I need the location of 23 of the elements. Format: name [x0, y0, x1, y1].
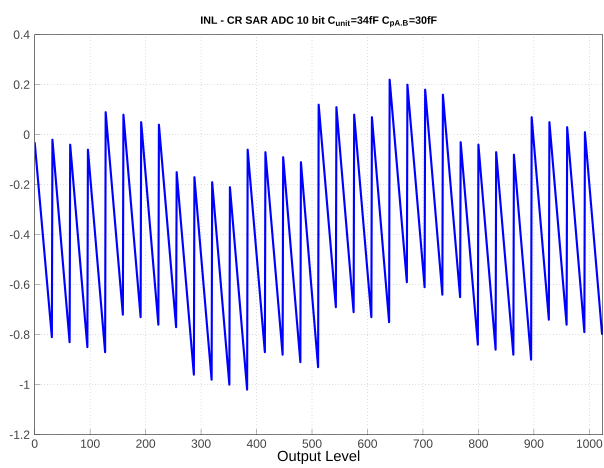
- x-tick-label: 500: [302, 439, 322, 448]
- x-tick-label: 0: [32, 439, 38, 448]
- y-tick-label: -1.2: [10, 430, 30, 439]
- x-tick-label: 600: [358, 439, 378, 448]
- y-tick-label: -0.4: [10, 230, 30, 239]
- x-tick-label: 200: [136, 439, 156, 448]
- y-tick-label: -0.8: [10, 330, 30, 339]
- x-axis-title: Output Level: [278, 450, 360, 464]
- x-tick-label: 700: [414, 439, 432, 448]
- chart-title: INL - CR SAR ADC 10 bit C$_{unit}$=34fF C$_{pA.B}$=30fF: [201, 16, 437, 28]
- x-tick-label: 900: [524, 439, 544, 448]
- x-tick-label: 800: [468, 439, 488, 448]
- y-tick-label: 0.2: [14, 80, 30, 89]
- y-tick-label: 0.4: [14, 30, 30, 39]
- y-tick-label: -1: [20, 380, 30, 389]
- y-tick-label: 0: [24, 130, 30, 139]
- x-tick-label: 100: [81, 439, 100, 448]
- x-tick-label: 1000: [576, 439, 602, 448]
- x-tick-label: 400: [246, 439, 266, 448]
- y-tick-label: -0.6: [10, 280, 30, 289]
- y-tick-label: -0.2: [10, 180, 30, 189]
- x-tick-label: 300: [192, 439, 211, 448]
- line-series: [34, 78, 603, 391]
